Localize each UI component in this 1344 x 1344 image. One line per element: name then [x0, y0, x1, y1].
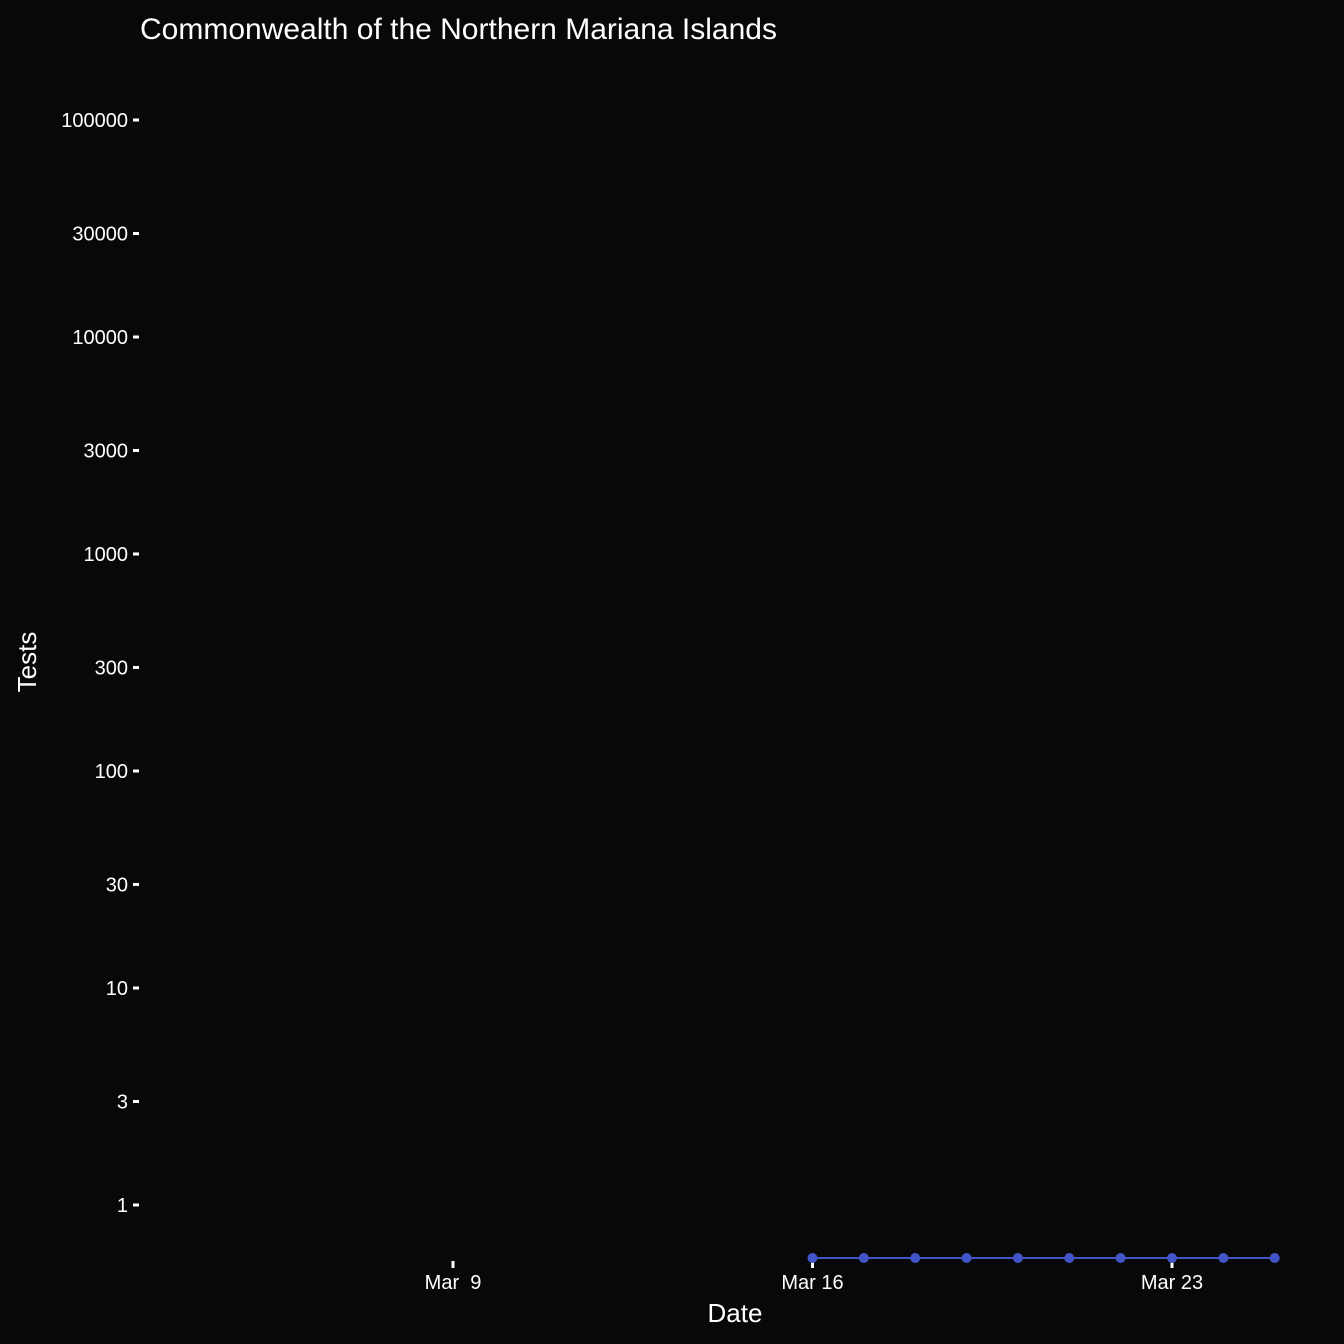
y-tick-label: 30000: [72, 223, 128, 245]
data-point: [1269, 1253, 1280, 1263]
data-point: [961, 1253, 972, 1263]
y-tick-label: 100: [95, 761, 128, 783]
y-tick-label: 3: [117, 1091, 128, 1113]
data-point: [1012, 1253, 1023, 1263]
y-tick-label: 30: [106, 874, 128, 896]
y-tick-label: 1000: [84, 544, 129, 566]
x-tick-label: Mar 16: [781, 1272, 843, 1294]
y-tick-label: 10000: [72, 327, 128, 349]
y-axis: 1 3 10 30 100 300 1000 3000 10000 30000 100000: [61, 110, 139, 1217]
y-tick-label: 300: [95, 657, 128, 679]
plot-area: [807, 1253, 1280, 1263]
y-tick-label: 10: [106, 978, 128, 1000]
x-tick-label: Mar 9: [425, 1272, 482, 1294]
x-axis-title: Date: [708, 1298, 763, 1328]
data-point: [1167, 1253, 1177, 1263]
data-point: [1115, 1253, 1126, 1263]
data-point: [807, 1253, 818, 1263]
x-axis: Mar 9 Mar 16 Mar 23: [425, 1261, 1203, 1294]
x-tick-label: Mar 23: [1141, 1272, 1203, 1294]
y-tick-label: 100000: [61, 110, 128, 132]
data-point: [858, 1253, 869, 1263]
y-axis-title: Tests: [12, 632, 42, 693]
data-point: [1064, 1253, 1075, 1263]
y-tick-label: 3000: [84, 440, 129, 462]
data-point: [1218, 1253, 1229, 1263]
y-tick-label: 1: [117, 1195, 128, 1217]
data-point: [910, 1253, 921, 1263]
chart-title: Commonwealth of the Northern Mariana Isl…: [140, 13, 777, 46]
